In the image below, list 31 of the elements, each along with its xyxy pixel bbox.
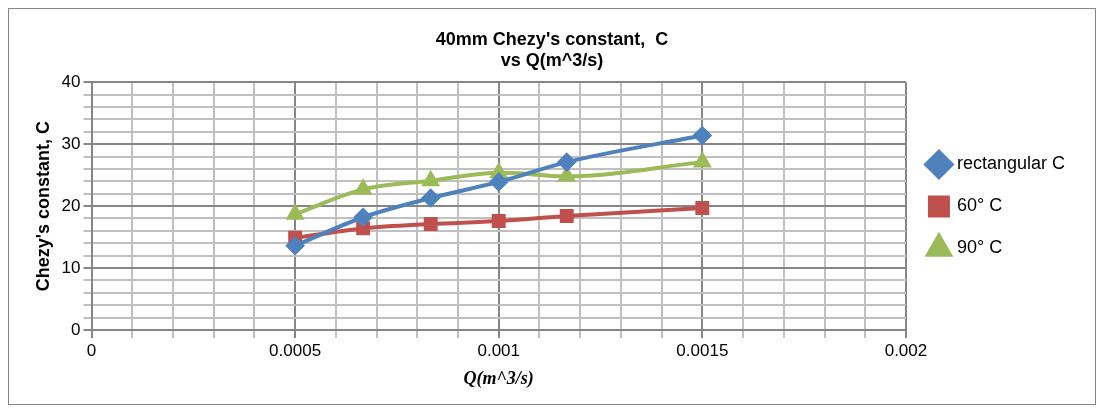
point bbox=[355, 180, 372, 195]
point bbox=[287, 205, 304, 220]
point bbox=[421, 189, 440, 208]
point bbox=[694, 153, 711, 168]
y-axis-title: Chezy's constant, C bbox=[32, 120, 53, 292]
x-tick-label: 0 bbox=[86, 340, 97, 360]
point bbox=[558, 167, 575, 182]
x-tick-label: 0.0015 bbox=[676, 340, 729, 360]
point bbox=[695, 201, 710, 215]
point bbox=[423, 217, 438, 232]
legend-label: rectangular C bbox=[956, 153, 1066, 174]
x-axis-title: Q(m^3/s) bbox=[463, 367, 534, 389]
x-tick-label: 0.001 bbox=[477, 340, 520, 360]
point bbox=[422, 171, 439, 187]
legend-label: 90° C bbox=[956, 237, 1003, 258]
y-tick-label: 20 bbox=[61, 195, 81, 215]
chart-title: 40mm Chezy's constant, C vs Q(m^3/s) bbox=[435, 28, 669, 71]
y-tick-label: 30 bbox=[61, 133, 81, 153]
point bbox=[559, 209, 574, 223]
point bbox=[693, 126, 712, 145]
y-tick-label: 40 bbox=[61, 71, 81, 91]
legend-label: 60° C bbox=[956, 195, 1003, 216]
y-tick-label: 10 bbox=[61, 257, 81, 277]
x-tick-label: 0.002 bbox=[884, 340, 928, 360]
x-tick-label: 0.0005 bbox=[269, 340, 322, 360]
point bbox=[354, 208, 373, 227]
y-tick-label: 0 bbox=[71, 319, 81, 339]
point bbox=[286, 236, 305, 255]
point bbox=[491, 214, 506, 228]
point bbox=[557, 153, 576, 172]
point bbox=[489, 172, 508, 191]
